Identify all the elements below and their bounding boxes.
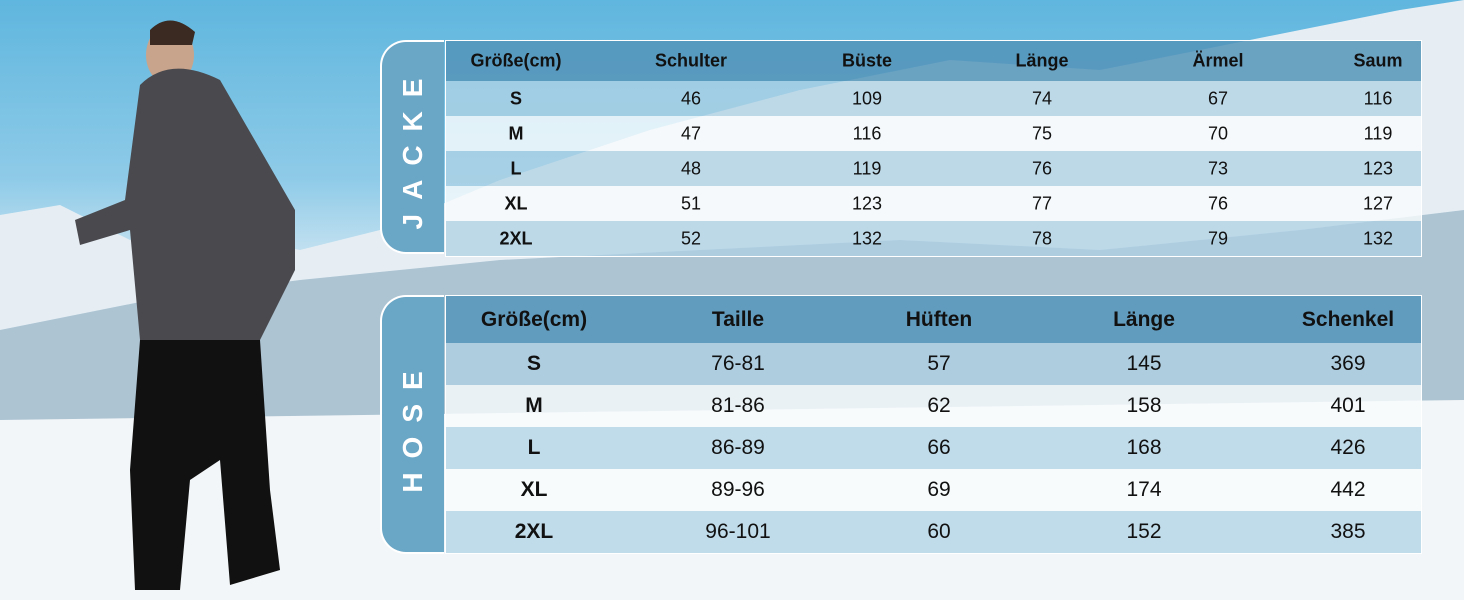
value-cell: 119 [1363,123,1393,143]
value-cell: 123 [1362,158,1394,178]
table-row: XL 51 123 77 76 127 [446,186,1421,221]
table-row: S 76-81 57 145 369 [446,343,1421,385]
value-cell: 158 [1126,394,1162,417]
table-row: L 48 119 76 73 123 [446,151,1421,186]
size-cell: S [526,352,542,375]
value-cell: 74 [1031,88,1053,108]
value-cell: 46 [680,88,702,108]
table-row: 2XL 96-101 60 152 385 [446,511,1421,553]
table-row: M 47 116 75 70 119 [446,116,1421,151]
column-header: Länge [1015,50,1069,71]
value-cell: 385 [1330,520,1366,543]
table-header-row: Größe(cm) Taille Hüften Länge Schenkel [446,296,1421,343]
value-cell: 81-86 [711,394,765,417]
value-cell: 77 [1031,193,1053,213]
value-cell: 96-101 [705,520,771,543]
value-cell: 442 [1330,478,1366,501]
size-cell: L [510,158,522,178]
size-cell: S [509,88,523,108]
value-cell: 76-81 [711,352,765,375]
value-cell: 86-89 [711,436,765,459]
value-cell: 174 [1126,478,1162,501]
size-cell: 2XL [514,520,554,543]
value-cell: 69 [927,478,951,501]
value-cell: 127 [1362,193,1394,213]
value-cell: 369 [1330,352,1366,375]
column-header: Saum [1353,50,1403,71]
size-cell: M [508,123,524,143]
value-cell: 66 [927,436,951,459]
column-header: Schulter [654,50,728,71]
table-row: XL 89-96 69 174 442 [446,469,1421,511]
value-cell: 67 [1207,88,1229,108]
column-header: Schenkel [1301,307,1395,331]
value-cell: 52 [680,228,702,248]
column-header: Hüften [905,307,973,331]
jacke-size-table: Größe(cm) Schulter Büste Länge Ärmel Saum S 46 1… [445,40,1422,257]
table-row: M 81-86 62 158 401 [446,385,1421,427]
value-cell: 152 [1126,520,1162,543]
size-cell: M [525,394,543,417]
value-cell: 62 [927,394,951,417]
value-cell: 47 [680,123,702,143]
size-cell: XL [504,193,528,213]
value-cell: 401 [1330,394,1366,417]
value-cell: 168 [1126,436,1162,459]
value-cell: 48 [680,158,702,178]
value-cell: 116 [1363,88,1393,108]
column-header: Länge [1113,307,1175,331]
table-row: S 46 109 74 67 116 [446,81,1421,116]
value-cell: 123 [851,193,883,213]
hose-size-table: Größe(cm) Taille Hüften Länge Schenkel S 76-81… [445,295,1422,554]
value-cell: 70 [1207,123,1229,143]
value-cell: 132 [851,228,883,248]
jacke-section-label: JACKE [380,40,444,254]
table-row: L 86-89 66 168 426 [446,427,1421,469]
value-cell: 57 [927,352,951,375]
size-cell: XL [520,478,548,501]
table-row: 2XL 52 132 78 79 132 [446,221,1421,256]
value-cell: 426 [1330,436,1366,459]
value-cell: 73 [1207,158,1229,178]
value-cell: 60 [927,520,951,543]
column-header: Größe(cm) [470,50,562,71]
column-header: Büste [841,50,893,71]
value-cell: 75 [1031,123,1053,143]
value-cell: 78 [1031,228,1053,248]
value-cell: 79 [1207,228,1229,248]
model-figure [75,20,295,590]
size-cell: L [527,436,541,459]
hose-label: HOSE [397,356,428,493]
value-cell: 89-96 [711,478,765,501]
value-cell: 76 [1031,158,1053,178]
value-cell: 145 [1126,352,1162,375]
value-cell: 109 [851,88,883,108]
hose-section-label: HOSE [380,295,444,554]
column-header: Ärmel [1192,50,1244,71]
table-header-row: Größe(cm) Schulter Büste Länge Ärmel Saum [446,41,1421,81]
jacke-label: JACKE [397,64,428,230]
value-cell: 116 [852,123,882,143]
value-cell: 119 [852,158,882,178]
value-cell: 132 [1362,228,1394,248]
size-cell: 2XL [499,228,533,248]
column-header: Taille [711,307,765,331]
value-cell: 76 [1207,193,1229,213]
column-header: Größe(cm) [480,307,588,331]
value-cell: 51 [680,193,702,213]
